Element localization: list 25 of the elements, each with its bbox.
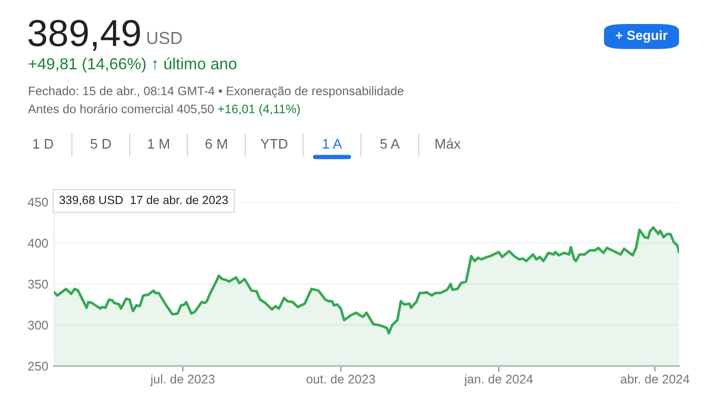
y-tick-label: 450 [28, 198, 48, 207]
text: YTD [260, 139, 288, 149]
y-tick-label: 300 [28, 320, 48, 330]
annotation: 339,68 USD 17 de abr. de 2023 [59, 195, 228, 206]
text: 5 D [90, 139, 111, 149]
y-tick-label: 350 [28, 280, 48, 289]
text: 1 D [33, 139, 54, 149]
text: +49,81 (14,66%) ↑ último ano [28, 57, 236, 73]
text: +16,01 (4,11%) [218, 104, 300, 116]
x-tick-label: jul. de 2023 [150, 374, 215, 386]
text: 389,49 [28, 20, 140, 51]
y-tick-label: 400 [28, 238, 48, 248]
text: Fechado: 15 de abr., 08:14 GMT-4 • Exoneração de responsabilidade [29, 86, 404, 98]
text: 5 A [380, 139, 400, 149]
text: 1 A [323, 139, 342, 149]
text: USD [147, 32, 182, 44]
text: + Seguir [616, 30, 668, 43]
text: Antes do horário comercial 405,50 [28, 104, 214, 115]
x-tick-label: out. de 2023 [306, 374, 375, 384]
text: 1 M [148, 139, 170, 149]
x-tick-label: jan. de 2024 [464, 374, 533, 386]
x-tick-label: abr. de 2024 [620, 374, 690, 384]
text: 6 M [206, 138, 227, 149]
text: Máx [436, 138, 461, 149]
y-tick-label: 250 [28, 362, 48, 371]
